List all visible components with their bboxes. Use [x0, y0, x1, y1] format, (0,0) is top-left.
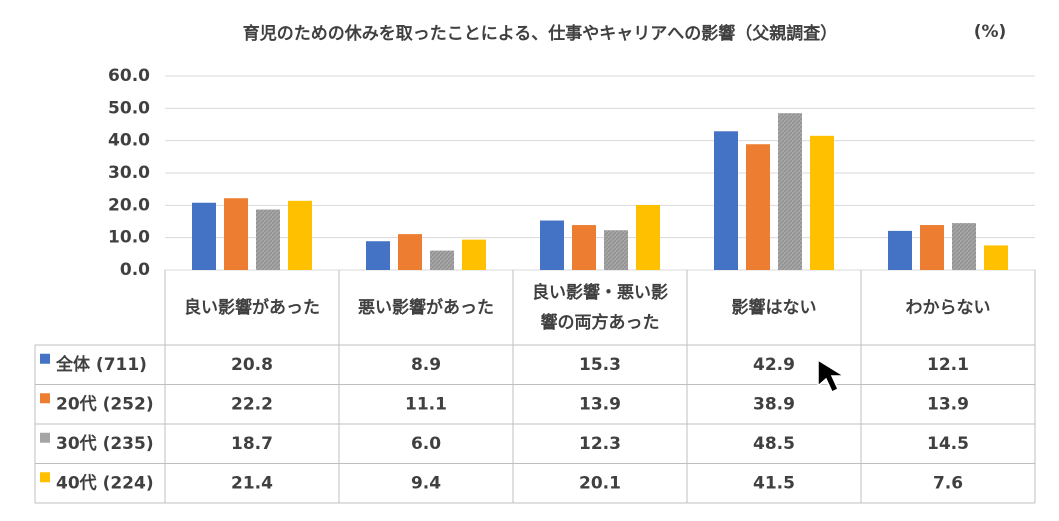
cursor — [817, 358, 847, 394]
table-value: 15.3 — [579, 355, 621, 375]
bar — [888, 230, 912, 270]
x-tick-label: 良い影響があった — [184, 297, 320, 318]
bar — [984, 245, 1008, 270]
table-value: 14.5 — [927, 434, 969, 454]
table-value: 12.3 — [579, 434, 621, 454]
table-value: 22.2 — [231, 394, 273, 414]
table-value: 9.4 — [411, 473, 441, 493]
table-value: 13.9 — [927, 394, 969, 414]
y-tick-label: 40.0 — [108, 131, 150, 151]
bar — [224, 198, 248, 270]
bar — [746, 144, 770, 270]
y-tick-label: 20.0 — [108, 195, 150, 215]
category-cell: 悪い影響があった — [358, 297, 494, 318]
bar — [288, 200, 312, 270]
y-tick-label: 30.0 — [108, 163, 150, 183]
table-value: 12.1 — [927, 355, 969, 375]
bar — [810, 135, 834, 270]
legend-label: 40代 (224) — [56, 472, 154, 493]
category-cell: わからない — [905, 297, 991, 318]
bar — [636, 205, 660, 270]
bar — [462, 239, 486, 270]
bar — [192, 202, 216, 270]
unit-label: (%) — [974, 22, 1007, 42]
legend-swatch — [40, 393, 50, 404]
table-value: 8.9 — [411, 355, 441, 375]
table-value: 38.9 — [753, 394, 795, 414]
bar — [256, 209, 280, 270]
bar — [430, 250, 454, 270]
table-value: 13.9 — [579, 394, 621, 414]
table-value: 6.0 — [411, 434, 441, 454]
y-tick-label: 50.0 — [108, 98, 150, 118]
table-value: 42.9 — [753, 355, 795, 375]
table-value: 48.5 — [753, 434, 795, 454]
legend-swatch — [40, 472, 50, 483]
category-cell: 良い影響があった — [184, 297, 320, 318]
x-tick-label: わからない — [905, 297, 991, 318]
table-value: 7.6 — [933, 473, 963, 493]
chart-title: 育児のための休みを取ったことによる、仕事やキャリアへの影響（父親調査） — [243, 23, 838, 44]
bar — [778, 113, 802, 270]
legend-label: 全体 (711) — [55, 354, 147, 375]
y-tick-label: 60.0 — [108, 66, 150, 86]
category-cell: 良い影響・悪い影響の両方あった — [532, 282, 668, 333]
category-cell: 影響はない — [731, 297, 817, 318]
legend-label: 30代 (235) — [56, 433, 154, 454]
table-value: 41.5 — [753, 473, 795, 493]
bar — [540, 220, 564, 270]
bar — [952, 223, 976, 270]
legend-swatch — [40, 353, 50, 364]
bar — [572, 225, 596, 270]
table-value: 20.8 — [231, 355, 273, 375]
legend-swatch — [40, 432, 50, 443]
x-tick-label: 悪い影響があった — [358, 297, 494, 318]
table-value: 11.1 — [405, 394, 447, 414]
table-value: 21.4 — [231, 473, 273, 493]
table-value: 18.7 — [231, 434, 273, 454]
legend-label: 20代 (252) — [56, 393, 154, 414]
bar — [920, 225, 944, 270]
bar — [604, 230, 628, 270]
y-tick-label: 10.0 — [108, 228, 150, 248]
bar — [398, 234, 422, 270]
table-value: 20.1 — [579, 473, 621, 493]
x-tick-label: 良い影響・悪い影響の両方あった — [532, 282, 668, 333]
y-tick-label: 0.0 — [120, 260, 150, 280]
x-tick-label: 影響はない — [731, 297, 817, 318]
bar — [714, 131, 738, 270]
bar — [366, 241, 390, 270]
